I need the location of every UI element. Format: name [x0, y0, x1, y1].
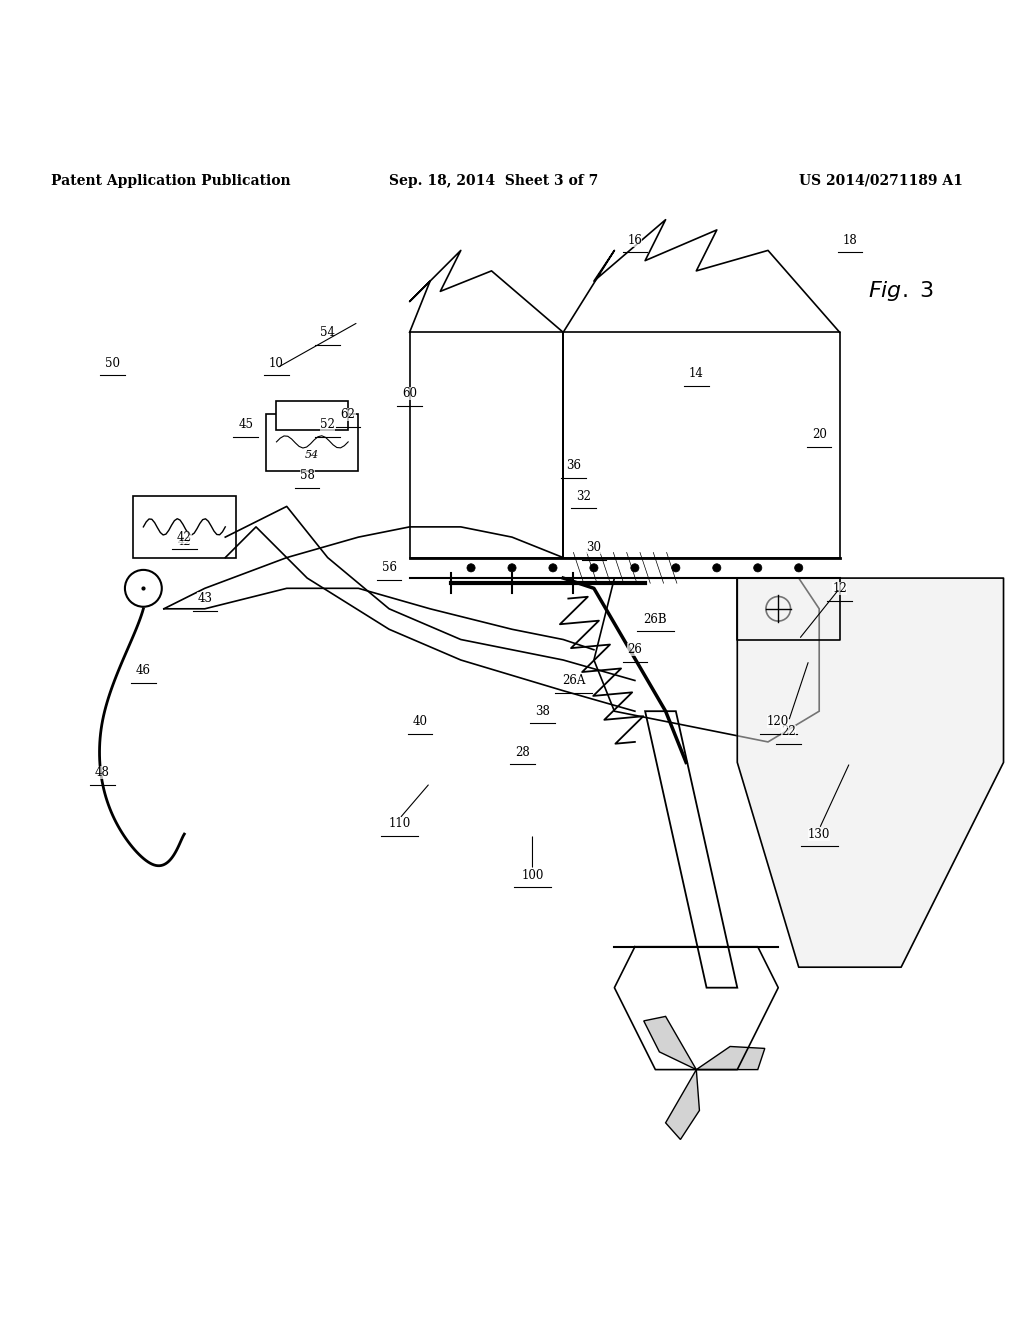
Circle shape	[549, 564, 557, 572]
Text: 12: 12	[833, 582, 847, 595]
Text: 52: 52	[321, 418, 335, 430]
Text: 18: 18	[843, 234, 857, 247]
Text: 26B: 26B	[643, 612, 668, 626]
Text: 20: 20	[812, 428, 826, 441]
Circle shape	[467, 564, 475, 572]
Text: 36: 36	[566, 459, 581, 473]
Text: 62: 62	[341, 408, 355, 421]
Text: 45: 45	[239, 418, 253, 430]
Text: 26: 26	[628, 643, 642, 656]
Text: $\mathit{Fig.\ 3}$: $\mathit{Fig.\ 3}$	[868, 280, 934, 304]
Text: 48: 48	[95, 766, 110, 779]
Text: 110: 110	[388, 817, 411, 830]
Circle shape	[125, 570, 162, 607]
Circle shape	[713, 564, 721, 572]
Text: 100: 100	[521, 869, 544, 882]
Text: 43: 43	[198, 593, 212, 605]
Text: Patent Application Publication: Patent Application Publication	[51, 174, 291, 187]
FancyBboxPatch shape	[266, 414, 358, 470]
Circle shape	[590, 564, 598, 572]
Text: 120: 120	[767, 715, 790, 727]
Text: 46: 46	[136, 664, 151, 677]
Text: 32: 32	[577, 490, 591, 503]
Text: 38: 38	[536, 705, 550, 718]
Circle shape	[795, 564, 803, 572]
Text: 28: 28	[515, 746, 529, 759]
Circle shape	[631, 564, 639, 572]
Text: 54: 54	[321, 326, 335, 339]
Circle shape	[508, 564, 516, 572]
FancyBboxPatch shape	[133, 496, 236, 557]
Circle shape	[754, 564, 762, 572]
Text: 14: 14	[689, 367, 703, 380]
Polygon shape	[737, 578, 1004, 968]
Text: 30: 30	[587, 541, 601, 554]
Text: 26A: 26A	[562, 675, 585, 686]
Text: 54: 54	[305, 450, 319, 461]
Text: US 2014/0271189 A1: US 2014/0271189 A1	[799, 174, 963, 187]
Polygon shape	[696, 1047, 765, 1069]
Text: 50: 50	[105, 356, 120, 370]
Text: 16: 16	[628, 234, 642, 247]
Text: 42: 42	[177, 531, 191, 544]
Text: 60: 60	[402, 387, 417, 400]
Text: 130: 130	[808, 828, 830, 841]
Circle shape	[672, 564, 680, 572]
Text: 22: 22	[781, 725, 796, 738]
Text: 56: 56	[382, 561, 396, 574]
Text: 42: 42	[177, 537, 191, 548]
Text: 58: 58	[300, 469, 314, 482]
Text: 10: 10	[269, 356, 284, 370]
Text: 40: 40	[413, 715, 427, 727]
Text: Sep. 18, 2014  Sheet 3 of 7: Sep. 18, 2014 Sheet 3 of 7	[389, 174, 598, 187]
Polygon shape	[644, 1016, 696, 1069]
FancyBboxPatch shape	[276, 401, 348, 429]
Polygon shape	[666, 1069, 699, 1139]
